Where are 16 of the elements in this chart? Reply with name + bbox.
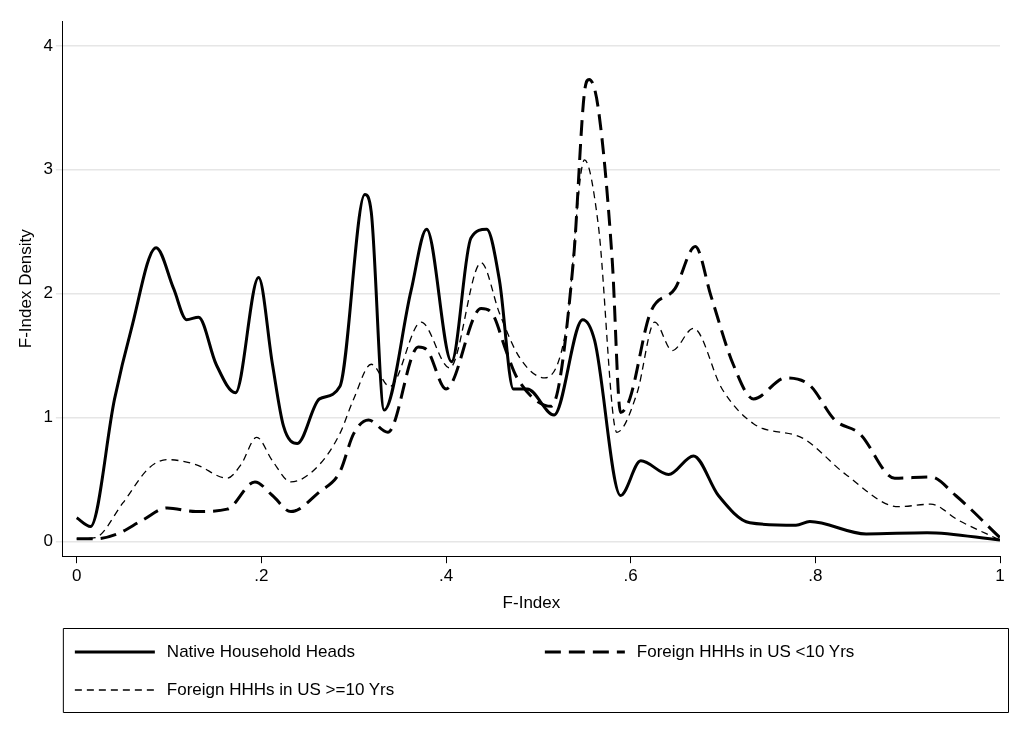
y-tick-label: 2 (43, 283, 53, 303)
x-tick-label: .2 (254, 566, 269, 586)
y-tick-label: 0 (43, 531, 53, 551)
x-tick-label: .6 (623, 566, 638, 586)
y-tick-label: 3 (43, 159, 53, 179)
x-tick-label: .8 (808, 566, 823, 586)
y-tick-label: 4 (43, 35, 53, 55)
x-tick-label: .4 (438, 566, 454, 586)
y-axis-title: F-Index Density (15, 228, 35, 349)
legend-label: Foreign HHHs in US <10 Yrs (636, 641, 855, 661)
x-axis-title: F-Index (502, 593, 561, 613)
y-tick-label: 1 (43, 407, 53, 427)
x-tick-label: 0 (71, 566, 82, 586)
legend-label: Foreign HHHs in US >=10 Yrs (166, 679, 395, 699)
legend-label: Native Household Heads (166, 641, 355, 661)
x-tick-label: 1 (995, 566, 1005, 586)
